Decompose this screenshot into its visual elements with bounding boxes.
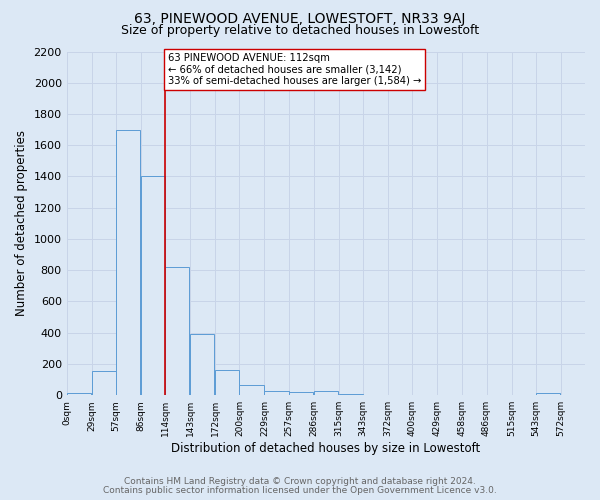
Bar: [289, 392, 313, 395]
Bar: [165, 267, 190, 395]
Y-axis label: Number of detached properties: Number of detached properties: [15, 130, 28, 316]
Bar: [265, 390, 289, 395]
Text: 63, PINEWOOD AVENUE, LOWESTOFT, NR33 9AJ: 63, PINEWOOD AVENUE, LOWESTOFT, NR33 9AJ: [134, 12, 466, 26]
Bar: [314, 392, 338, 395]
Text: Size of property relative to detached houses in Lowestoft: Size of property relative to detached ho…: [121, 24, 479, 37]
Bar: [92, 371, 116, 395]
Text: Contains HM Land Registry data © Crown copyright and database right 2024.: Contains HM Land Registry data © Crown c…: [124, 477, 476, 486]
Bar: [339, 394, 363, 395]
Text: Contains public sector information licensed under the Open Government Licence v3: Contains public sector information licen…: [103, 486, 497, 495]
Bar: [215, 370, 239, 395]
Bar: [141, 176, 165, 395]
Bar: [239, 385, 263, 395]
Bar: [190, 334, 214, 395]
Text: 63 PINEWOOD AVENUE: 112sqm
← 66% of detached houses are smaller (3,142)
33% of s: 63 PINEWOOD AVENUE: 112sqm ← 66% of deta…: [168, 53, 421, 86]
Bar: [67, 393, 91, 395]
Bar: [536, 393, 560, 395]
X-axis label: Distribution of detached houses by size in Lowestoft: Distribution of detached houses by size …: [171, 442, 481, 455]
Bar: [116, 130, 140, 395]
